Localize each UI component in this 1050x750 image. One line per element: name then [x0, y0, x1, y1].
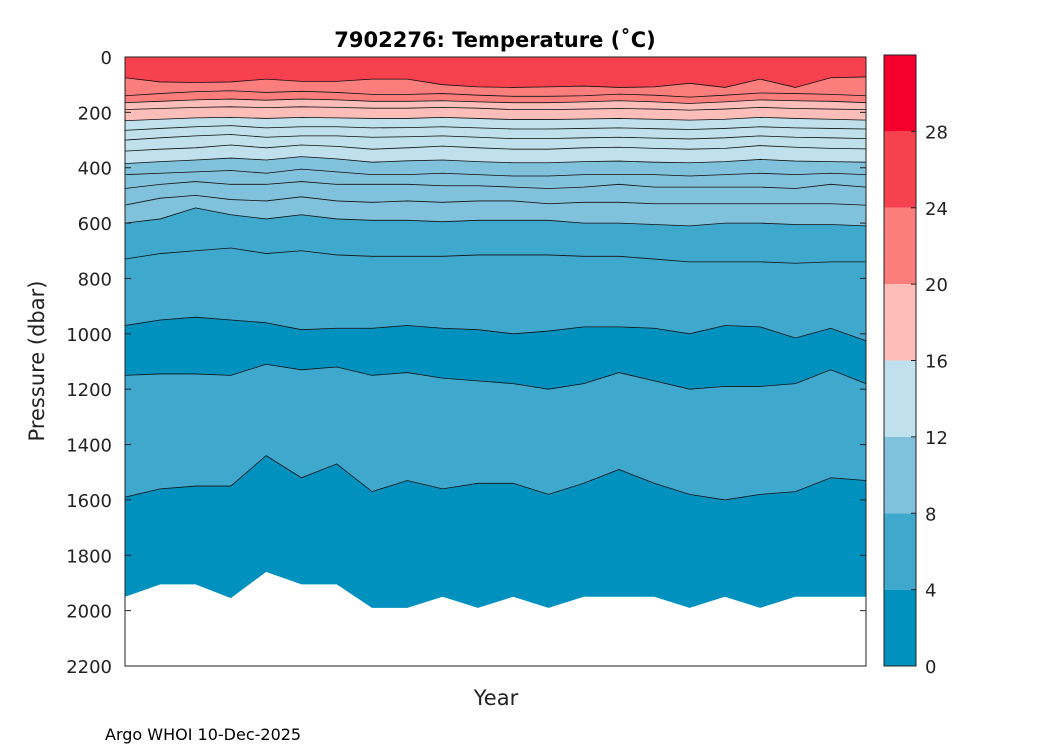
y-tick-label: 1800 [66, 546, 112, 567]
isotherm-line [124, 90, 867, 98]
y-tick-label: 1600 [66, 491, 112, 512]
colorbar-band [884, 284, 916, 361]
colorbar-tick-label: 0 [925, 657, 936, 678]
colorbar-tick-label: 28 [925, 122, 948, 143]
y-tick-label: 600 [78, 214, 112, 235]
isotherm-line [124, 181, 867, 189]
isotherm-line [124, 455, 867, 501]
isotherm-line [124, 144, 867, 152]
isotherm-line [124, 116, 867, 122]
colorbar-tick-label: 24 [925, 199, 948, 220]
isotherm-line [124, 125, 867, 131]
colorbar-band [884, 207, 916, 285]
colorbar-tick-label: 12 [925, 428, 948, 449]
y-tick-label: 0 [101, 48, 112, 69]
y-axis-label: Pressure (dbar) [25, 281, 49, 442]
colorbar-tick-label: 4 [925, 581, 936, 602]
isotherm-line [124, 134, 867, 141]
colorbar-band [884, 436, 916, 514]
isotherm-line [124, 76, 867, 88]
y-tick-label: 800 [78, 269, 112, 290]
y-tick-label: 1200 [66, 380, 112, 401]
isotherm-line [124, 195, 867, 206]
colorbar-band [884, 360, 916, 437]
isotherm-line [124, 363, 867, 390]
isotherm-line [124, 247, 866, 264]
band-fill [125, 57, 866, 88]
y-tick-label: 2000 [66, 602, 112, 623]
colorbar-band [884, 513, 916, 590]
isotherm-line [124, 98, 867, 104]
colorbar-tick-label: 20 [925, 275, 948, 296]
pressure-axis: 0 200 400 600 800 1000 1200 1400 1600 1800 2000 220… [66, 48, 867, 678]
y-tick-label: 400 [78, 159, 112, 180]
colorbar-band [884, 589, 916, 666]
colorbar-band [884, 131, 916, 208]
contour-plot-area [124, 57, 867, 608]
y-tick-label: 2200 [66, 657, 112, 678]
plot-frame [124, 56, 867, 667]
isotherm-line [124, 316, 867, 342]
colorbar-tick-label: 8 [925, 504, 936, 525]
isotherm-line [124, 207, 867, 227]
y-tick-label: 1000 [66, 325, 112, 346]
colorbar-band [884, 55, 916, 132]
isotherm-line [124, 156, 867, 164]
y-tick-label: 200 [78, 103, 112, 124]
y-tick-label: 1400 [66, 436, 112, 457]
isotherm-line [124, 106, 867, 111]
x-axis-label: Year [473, 686, 519, 710]
colorbar-tick-label: 16 [925, 352, 948, 373]
colorbar: 0 4 8 12 16 20 24 28 [883, 54, 948, 678]
isotherm-line [124, 168, 867, 177]
chart-title: 7902276: Temperature (˚C) [334, 28, 655, 52]
footer-credit: Argo WHOI 10-Dec-2025 [105, 725, 302, 744]
